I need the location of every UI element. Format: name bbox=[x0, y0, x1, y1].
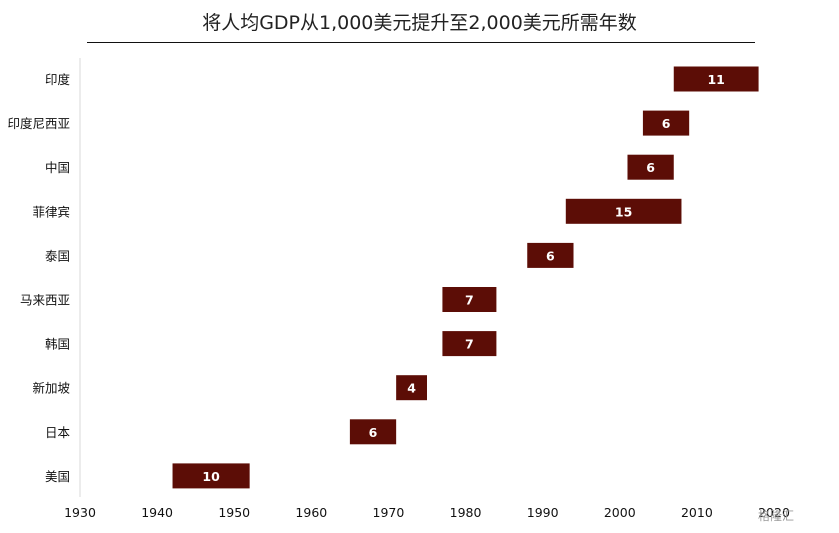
bar bbox=[172, 463, 250, 489]
category-label: 中国 bbox=[45, 160, 70, 175]
category-label: 美国 bbox=[45, 469, 70, 484]
chart-title: 将人均GDP从1,000美元提升至2,000美元所需年数 bbox=[202, 12, 637, 34]
bar bbox=[527, 242, 574, 268]
bar-value-label: 15 bbox=[615, 204, 632, 219]
category-label: 韩国 bbox=[45, 337, 70, 352]
bar-value-label: 7 bbox=[465, 293, 474, 308]
watermark-logo: 格隆汇 bbox=[758, 509, 795, 523]
x-tick-label: 1990 bbox=[527, 505, 559, 520]
bar bbox=[642, 110, 690, 136]
category-label: 日本 bbox=[45, 425, 71, 440]
bar-value-label: 6 bbox=[369, 425, 378, 440]
x-tick-label: 2010 bbox=[681, 505, 713, 520]
x-tick-label: 1970 bbox=[373, 505, 405, 520]
bar-value-label: 6 bbox=[662, 116, 671, 131]
category-label: 新加坡 bbox=[32, 381, 70, 396]
x-tick-label: 2020 bbox=[758, 505, 790, 520]
x-tick-label: 1940 bbox=[141, 505, 173, 520]
bar bbox=[349, 419, 397, 445]
category-label: 马来西亚 bbox=[20, 293, 70, 308]
title-underline bbox=[87, 42, 755, 43]
bar-value-label: 7 bbox=[465, 337, 474, 352]
category-label: 泰国 bbox=[45, 248, 70, 263]
bar bbox=[673, 66, 759, 92]
x-tick-label: 1960 bbox=[295, 505, 327, 520]
bar bbox=[442, 287, 497, 312]
bar-value-label: 6 bbox=[646, 160, 655, 175]
bar-value-label: 6 bbox=[546, 248, 555, 263]
bar bbox=[396, 375, 427, 401]
bar-value-label: 4 bbox=[407, 381, 416, 396]
bar-value-label: 11 bbox=[707, 72, 724, 87]
x-tick-label: 1930 bbox=[64, 505, 96, 520]
category-label: 印度尼西亚 bbox=[7, 116, 70, 131]
bar bbox=[565, 198, 682, 224]
bars: 11 6 6 15 6 7 7 4 6 10 bbox=[172, 66, 759, 489]
category-label: 印度 bbox=[45, 72, 71, 87]
x-tick-label: 2000 bbox=[604, 505, 636, 520]
category-label: 菲律宾 bbox=[32, 204, 70, 219]
bar bbox=[627, 154, 674, 180]
bar-value-label: 10 bbox=[202, 469, 220, 484]
x-axis-ticks: 1930 1940 1950 1960 1970 1980 1990 2000 2010 2020 bbox=[64, 505, 790, 520]
x-tick-label: 1980 bbox=[450, 505, 482, 520]
bar bbox=[442, 331, 497, 357]
x-tick-label: 1950 bbox=[218, 505, 250, 520]
